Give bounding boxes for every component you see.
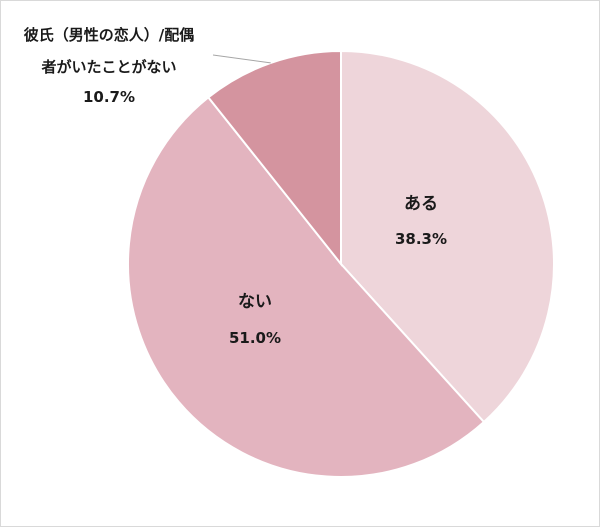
slice-nai — [127, 95, 486, 478]
slice-label-aru: ある — [404, 194, 438, 214]
slice-never — [206, 49, 342, 267]
slice-label-never-line2: 者がいたことがない — [41, 58, 176, 76]
slice-value-nai: 51.0% — [229, 329, 281, 347]
slice-value-never: 10.7% — [83, 88, 135, 106]
slice-value-aru: 38.3% — [395, 230, 447, 248]
slice-label-never-line1: 彼氏（男性の恋人）/配偶 — [24, 26, 194, 44]
slice-label-nai: ない — [238, 292, 272, 312]
slice-aru — [340, 49, 556, 424]
pie-slices — [127, 49, 556, 478]
leader-line — [212, 54, 271, 64]
